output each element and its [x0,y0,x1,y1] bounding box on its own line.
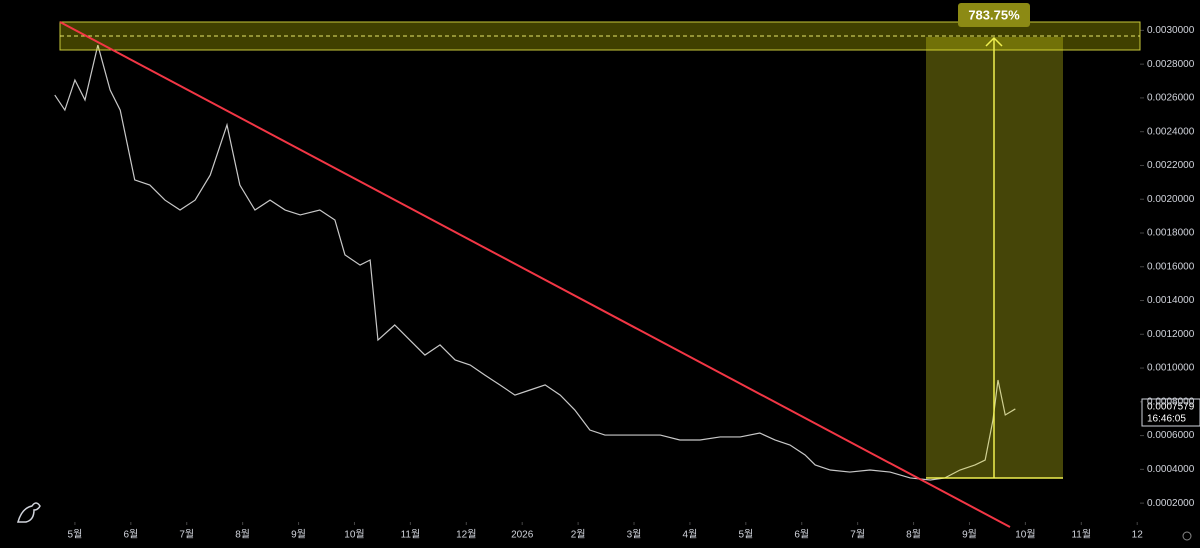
x-tick-label: 8월 [235,529,250,541]
y-tick-label: 0.0004000 [1147,464,1195,475]
y-tick-label: 0.0018000 [1147,228,1195,239]
x-tick-label: 4월 [683,529,698,541]
price-badge [1141,398,1200,427]
y-tick-label: 0.0022000 [1147,160,1195,171]
y-tick-label: 0.0030000 [1147,25,1195,36]
x-tick-label: 10월 [344,529,364,541]
x-tick-label: 7월 [850,529,865,541]
x-tick-label: 10월 [1015,529,1035,541]
measure-label: 783.75% [968,7,1020,22]
x-tick-label: 9월 [962,529,977,541]
plot-area [54,29,1144,525]
x-tick-label: 2026 [511,530,534,541]
settings-icon[interactable] [1182,531,1192,541]
countdown: 16:46:05 [1147,414,1186,425]
arrow-head [985,36,1003,47]
price-label: 0.0007579 [1147,402,1195,413]
y-tick-label: 0.0028000 [1147,59,1195,70]
y-tick-label: 0.0026000 [1147,93,1195,104]
y-tick-label: 0.0008000 [1147,396,1195,407]
x-tick-label: 2월 [571,529,586,541]
logo [17,502,41,523]
y-tick-label: 0.0012000 [1147,329,1195,340]
x-tick-label: 11월 [1071,529,1091,541]
x-tick-label: 6월 [123,529,138,541]
y-tick-label: 0.0006000 [1147,430,1195,441]
trend-line [59,21,1011,528]
x-tick-label: 9월 [291,529,306,541]
x-tick-label: 5월 [738,529,753,541]
x-tick-label: 6월 [794,529,809,541]
x-tick-label: 7월 [179,529,194,541]
y-tick-label: 0.0014000 [1147,295,1195,306]
x-tick-label: 12월 [456,529,476,541]
x-tick-label: 8월 [906,529,921,541]
measure-badge [958,3,1030,27]
y-tick-label: 0.0002000 [1147,498,1195,509]
x-tick-label: 5월 [68,529,83,541]
x-tick-label: 3월 [627,529,642,541]
y-tick-label: 0.0020000 [1147,194,1195,205]
y-tick-label: 0.0010000 [1147,363,1195,374]
price-line [54,44,1016,481]
y-tick-label: 0.0016000 [1147,261,1195,272]
x-tick-label: 12 [1132,530,1144,541]
x-tick-label: 11월 [401,529,421,541]
y-tick-label: 0.0024000 [1147,126,1195,137]
